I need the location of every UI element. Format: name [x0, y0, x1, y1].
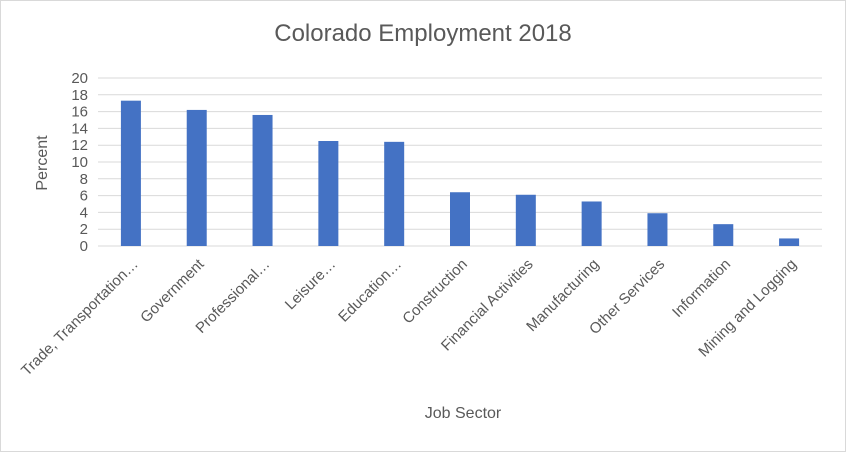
bar: [252, 114, 273, 247]
x-tick-label: Government: [137, 255, 208, 326]
chart-title: Colorado Employment 2018: [274, 20, 572, 47]
y-tick-label: 10: [71, 154, 88, 171]
bar: [384, 141, 405, 246]
gridlines: [98, 77, 822, 247]
bar: [581, 201, 602, 246]
y-tick-label: 0: [80, 238, 88, 255]
bar: [647, 213, 668, 246]
x-tick-label: Leisure…: [282, 256, 339, 313]
y-tick-label: 14: [71, 120, 88, 137]
bar: [120, 100, 141, 247]
bar: [515, 194, 536, 246]
y-tick-label: 16: [71, 104, 88, 121]
bars: [120, 100, 800, 247]
y-tick-label: 8: [80, 171, 88, 188]
x-tick-label: Trade, Transportation…: [18, 256, 142, 380]
x-axis-tick-labels: Trade, Transportation…GovernmentProfessi…: [18, 255, 800, 379]
x-tick-label: Construction: [399, 256, 471, 328]
y-tick-label: 6: [80, 188, 88, 205]
y-tick-label: 2: [80, 221, 88, 238]
bar: [450, 192, 470, 246]
bar: [186, 109, 207, 246]
x-axis-title: Job Sector: [425, 405, 502, 422]
bar: [779, 238, 800, 246]
y-axis-title: Percent: [34, 135, 51, 191]
x-tick-label: Information: [669, 256, 734, 321]
x-tick-label: Education…: [335, 256, 405, 326]
y-tick-label: 20: [71, 70, 88, 87]
y-tick-label: 18: [71, 87, 88, 104]
y-tick-label: 12: [71, 137, 88, 154]
bar: [318, 141, 339, 246]
y-tick-label: 4: [80, 204, 88, 221]
bar: [713, 224, 734, 246]
